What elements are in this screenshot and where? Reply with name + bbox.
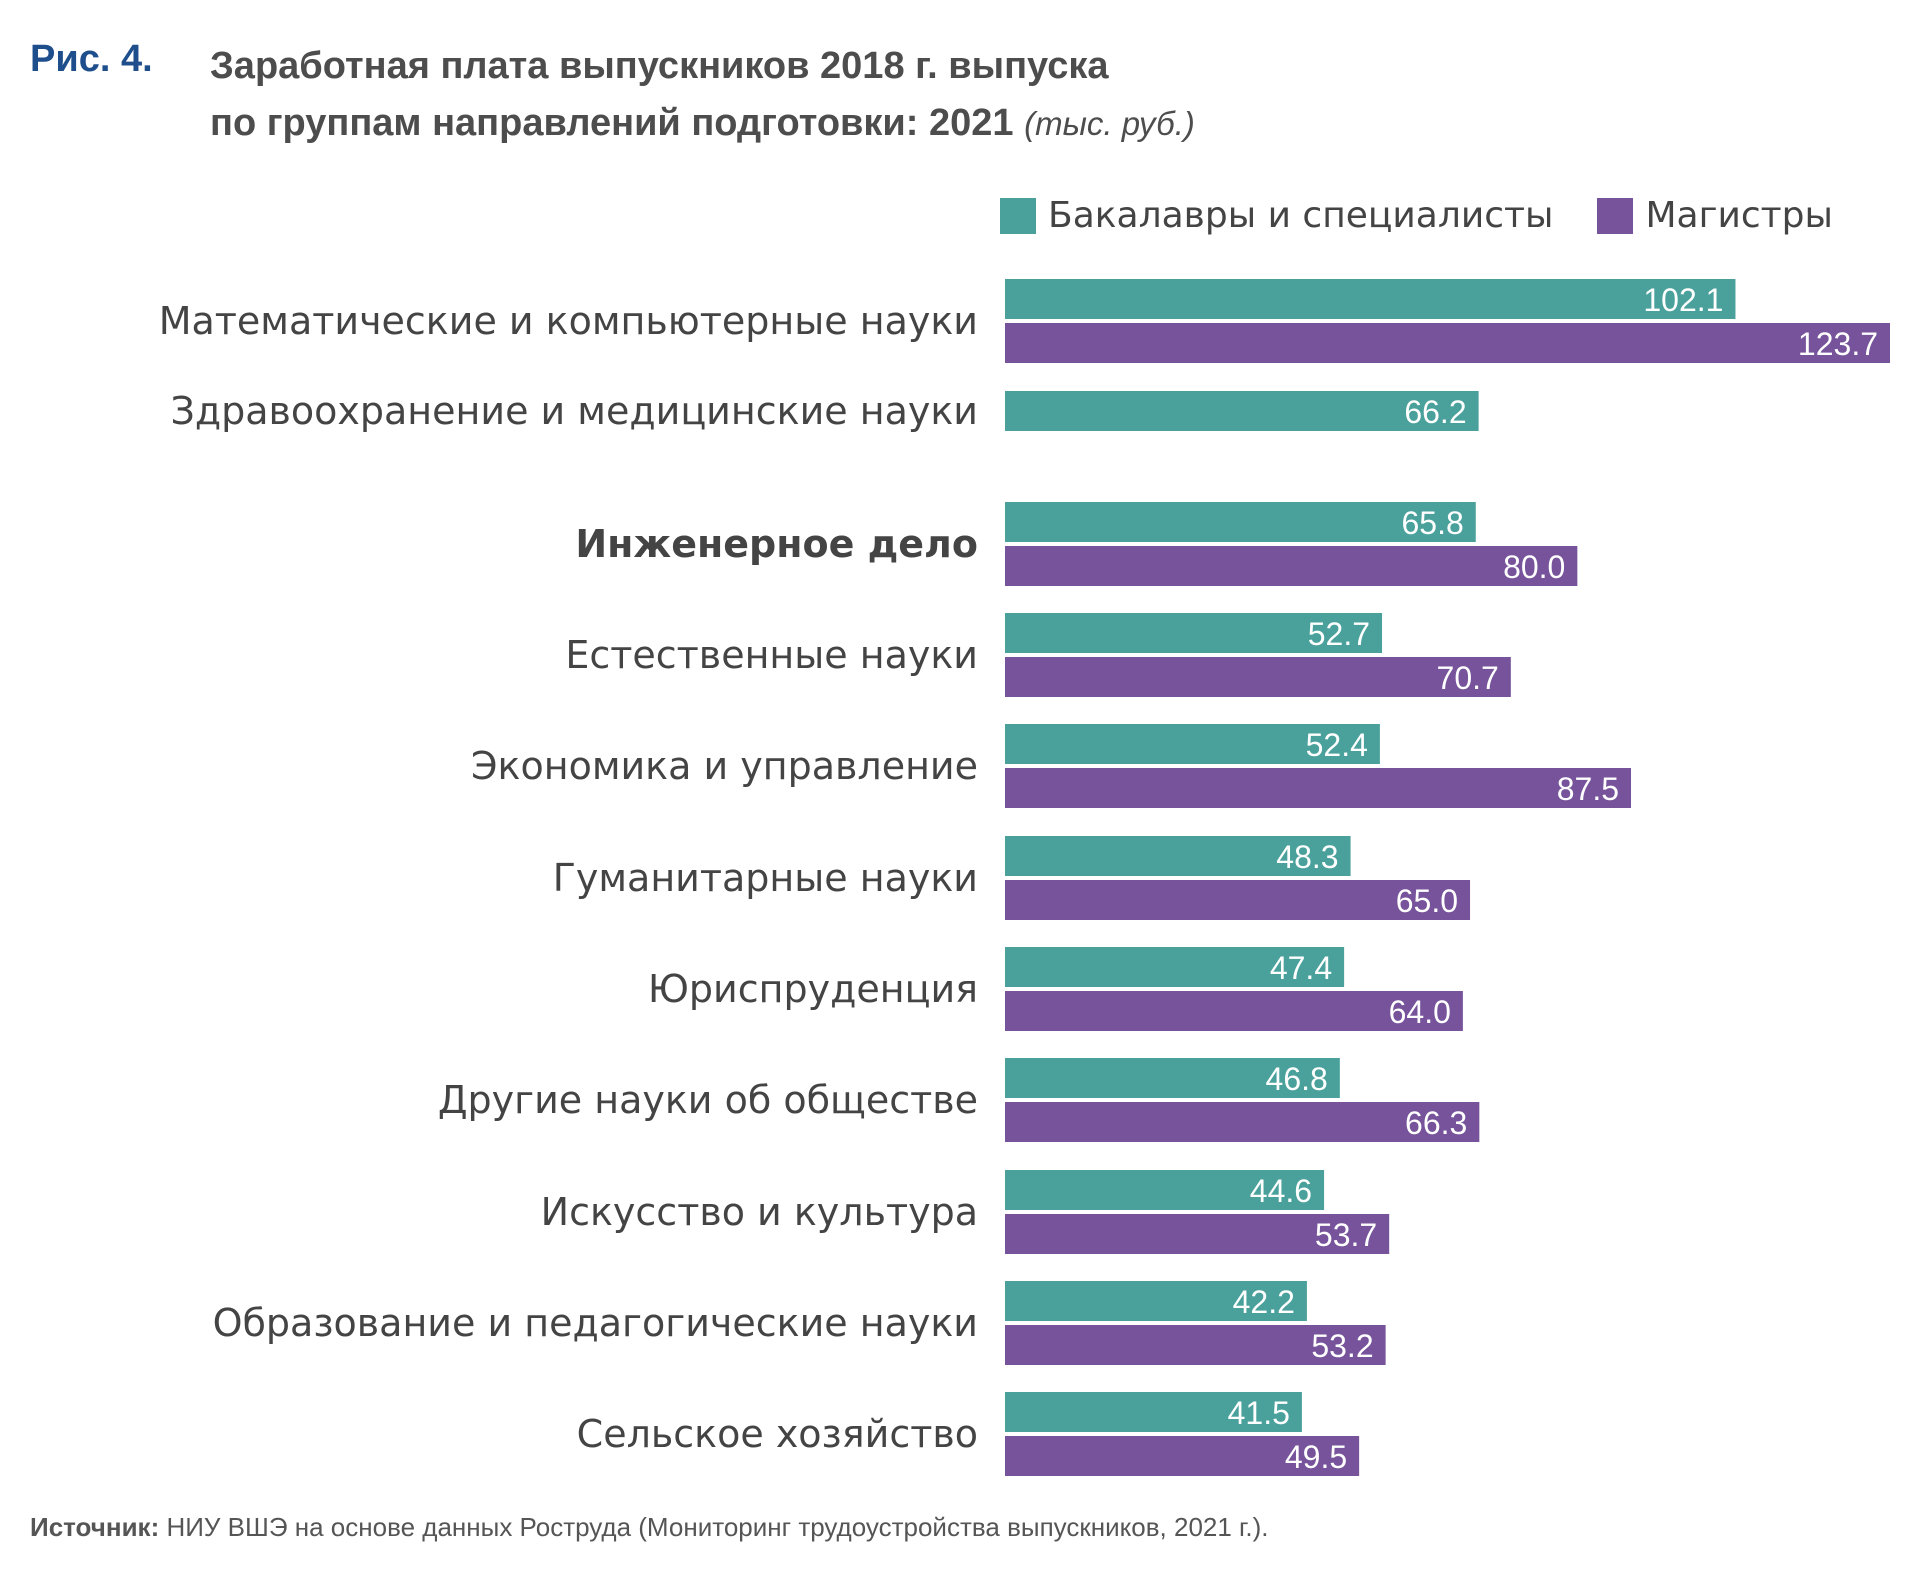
bar-value-label: 41.5 — [1228, 1395, 1290, 1431]
bar-masters — [1005, 323, 1890, 363]
category-label: Математические и компьютерные науки — [159, 299, 978, 343]
category-label: Гуманитарные науки — [553, 856, 978, 900]
bar-value-label: 80.0 — [1503, 549, 1565, 585]
bar-bachelors — [1005, 613, 1383, 653]
category-label: Инженерное дело — [575, 522, 978, 566]
bar-masters — [1005, 657, 1511, 697]
category-label: Образование и педагогические науки — [213, 1301, 978, 1345]
category-label: Здравоохранение и медицинские науки — [170, 389, 978, 433]
bar-masters — [1005, 991, 1463, 1031]
source-text: НИУ ВШЭ на основе данных Роструда (Монит… — [166, 1512, 1269, 1542]
bar-value-label: 87.5 — [1557, 771, 1619, 807]
figure-title-line-1: Заработная плата выпускников 2018 г. вып… — [210, 45, 1109, 87]
bar-value-label: 53.2 — [1311, 1328, 1373, 1364]
bar-value-label: 65.8 — [1401, 505, 1463, 541]
category-label: Юриспруденция — [648, 967, 978, 1011]
legend-item-bachelors: Бакалавры и специалисты — [1000, 195, 1553, 236]
figure-number: Рис. 4. — [30, 38, 153, 80]
bar-value-label: 65.0 — [1396, 883, 1458, 919]
chart-legend: Бакалавры и специалисты Магистры — [1000, 195, 1833, 236]
figure-title-line-2: по группам направлений подготовки: 2021 … — [210, 95, 1195, 152]
category-label: Другие науки об обществе — [438, 1078, 978, 1122]
source-label: Источник: — [30, 1512, 160, 1542]
bar-bachelors — [1005, 836, 1351, 876]
bar-bachelors — [1005, 1058, 1340, 1098]
legend-label-masters: Магистры — [1645, 195, 1833, 236]
bar-value-label: 47.4 — [1270, 950, 1332, 986]
bar-value-label: 52.7 — [1308, 616, 1370, 652]
bar-bachelors — [1005, 1392, 1302, 1432]
bar-bachelors — [1005, 502, 1476, 542]
bar-masters — [1005, 1436, 1360, 1476]
category-label: Сельское хозяйство — [577, 1412, 978, 1456]
bar-value-label: 46.8 — [1266, 1061, 1328, 1097]
bar-bachelors — [1005, 391, 1479, 431]
bar-value-label: 66.3 — [1405, 1105, 1467, 1141]
bar-value-label: 49.5 — [1285, 1439, 1347, 1475]
bar-bachelors — [1005, 947, 1345, 987]
category-label: Экономика и управление — [471, 744, 978, 788]
bar-masters — [1005, 1102, 1480, 1142]
bar-bachelors — [1005, 1281, 1307, 1321]
figure-title-line-2-text: по группам направлений подготовки: 2021 — [210, 102, 1014, 144]
category-label: Естественные науки — [565, 633, 978, 677]
bar-value-label: 52.4 — [1306, 727, 1368, 763]
bar-masters — [1005, 768, 1632, 808]
source-note: Источник: НИУ ВШЭ на основе данных Ростр… — [30, 1512, 1268, 1543]
bar-value-label: 48.3 — [1276, 839, 1338, 875]
salary-bar-chart: Математические и компьютерные науки 102.1… — [159, 279, 1890, 1476]
category-label: Искусство и культура — [541, 1190, 978, 1234]
figure-units: (тыс. руб.) — [1024, 105, 1195, 142]
bar-value-label: 53.7 — [1315, 1217, 1377, 1253]
figure-title: Заработная плата выпускников 2018 г. вып… — [210, 38, 1195, 152]
bar-value-label: 42.2 — [1233, 1284, 1295, 1320]
bar-value-label: 70.7 — [1437, 660, 1499, 696]
bar-value-label: 44.6 — [1250, 1173, 1312, 1209]
bar-bachelors — [1005, 724, 1380, 764]
bar-masters — [1005, 546, 1578, 586]
bar-masters — [1005, 1325, 1386, 1365]
bar-bachelors — [1005, 1170, 1325, 1210]
bar-masters — [1005, 880, 1471, 920]
legend-label-bachelors: Бакалавры и специалисты — [1048, 195, 1554, 236]
bar-value-label: 102.1 — [1643, 282, 1723, 318]
bar-value-label: 123.7 — [1798, 326, 1878, 362]
legend-swatch-masters — [1597, 197, 1634, 234]
bar-value-label: 66.2 — [1404, 394, 1466, 430]
legend-swatch-bachelors — [1000, 197, 1036, 234]
bar-value-label: 64.0 — [1389, 994, 1451, 1030]
legend-item-masters: Магистры — [1597, 195, 1833, 236]
bar-bachelors — [1005, 279, 1736, 319]
bar-masters — [1005, 1214, 1390, 1254]
